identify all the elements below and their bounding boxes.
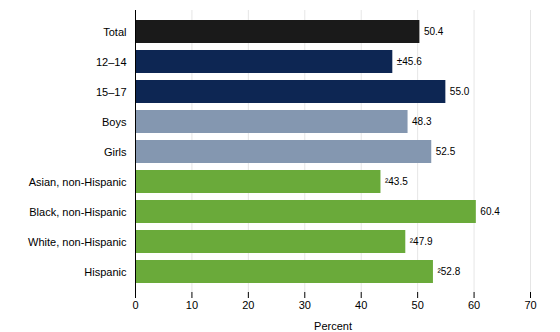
svg-text:15–17: 15–17 [96, 86, 127, 98]
svg-text:0: 0 [132, 299, 138, 311]
svg-text:Asian, non-Hispanic: Asian, non-Hispanic [29, 176, 127, 188]
svg-text:12–14: 12–14 [96, 56, 127, 68]
svg-text:Boys: Boys [102, 116, 127, 128]
svg-text:²47.9: ²47.9 [410, 236, 433, 247]
svg-text:²52.8: ²52.8 [437, 266, 460, 277]
svg-text:Hispanic: Hispanic [84, 266, 127, 278]
svg-text:Percent: Percent [314, 320, 352, 332]
svg-text:60.4: 60.4 [480, 206, 500, 217]
svg-text:52.5: 52.5 [436, 146, 456, 157]
svg-text:30: 30 [299, 299, 311, 311]
svg-text:55.0: 55.0 [450, 86, 470, 97]
svg-text:20: 20 [242, 299, 254, 311]
svg-text:²43.5: ²43.5 [385, 176, 408, 187]
svg-text:48.3: 48.3 [412, 116, 432, 127]
svg-text:White, non-Hispanic: White, non-Hispanic [28, 236, 127, 248]
svg-text:10: 10 [186, 299, 198, 311]
svg-text:60: 60 [468, 299, 480, 311]
svg-text:70: 70 [524, 299, 536, 311]
svg-text:Black, non-Hispanic: Black, non-Hispanic [29, 206, 127, 218]
svg-text:40: 40 [355, 299, 367, 311]
svg-text:±45.6: ±45.6 [397, 56, 422, 67]
svg-text:50.4: 50.4 [424, 26, 444, 37]
svg-text:Total: Total [103, 26, 126, 38]
svg-text:Girls: Girls [104, 146, 127, 158]
svg-text:50: 50 [412, 299, 424, 311]
